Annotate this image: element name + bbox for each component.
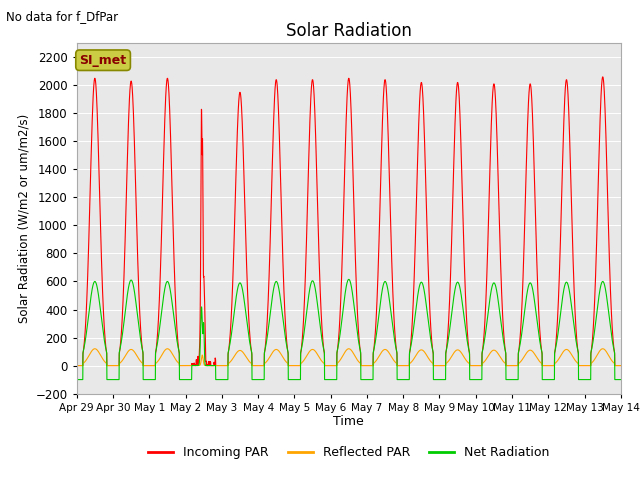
Incoming PAR xyxy=(548,363,556,369)
Net Radiation xyxy=(607,323,614,329)
Incoming PAR xyxy=(599,74,607,80)
Incoming PAR xyxy=(135,289,143,295)
Reflected PAR xyxy=(305,349,313,355)
Net Radiation xyxy=(135,324,143,330)
Line: Net Radiation: Net Radiation xyxy=(77,279,621,380)
Reflected PAR xyxy=(73,363,81,369)
Legend: Incoming PAR, Reflected PAR, Net Radiation: Incoming PAR, Reflected PAR, Net Radiati… xyxy=(143,442,554,465)
Net Radiation xyxy=(548,377,556,383)
Net Radiation xyxy=(345,276,353,282)
Net Radiation xyxy=(617,377,625,383)
Incoming PAR xyxy=(305,147,313,153)
Title: Solar Radiation: Solar Radiation xyxy=(286,22,412,40)
Line: Reflected PAR: Reflected PAR xyxy=(77,349,621,366)
Incoming PAR xyxy=(167,153,175,158)
Incoming PAR xyxy=(617,363,625,369)
Reflected PAR xyxy=(91,346,99,352)
Net Radiation xyxy=(73,377,81,383)
Reflected PAR xyxy=(607,356,614,361)
Net Radiation xyxy=(167,293,175,299)
Y-axis label: Solar Radiation (W/m2 or um/m2/s): Solar Radiation (W/m2 or um/m2/s) xyxy=(17,114,30,323)
Text: SI_met: SI_met xyxy=(79,54,127,67)
Reflected PAR xyxy=(548,363,556,369)
Incoming PAR xyxy=(73,363,81,369)
Text: No data for f_DfPar: No data for f_DfPar xyxy=(6,10,118,23)
Net Radiation xyxy=(282,335,289,341)
Net Radiation xyxy=(305,291,313,297)
X-axis label: Time: Time xyxy=(333,415,364,429)
Reflected PAR xyxy=(617,363,625,369)
Incoming PAR xyxy=(282,320,289,326)
Incoming PAR xyxy=(607,283,614,288)
Reflected PAR xyxy=(282,359,289,364)
Reflected PAR xyxy=(135,356,143,362)
Line: Incoming PAR: Incoming PAR xyxy=(77,77,621,366)
Reflected PAR xyxy=(168,349,175,355)
